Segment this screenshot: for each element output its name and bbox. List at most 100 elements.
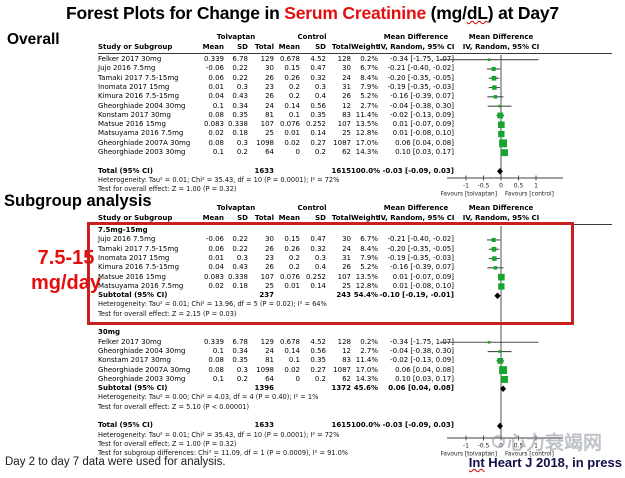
numeric-cell: 8.4% bbox=[360, 244, 378, 253]
numeric-cell: 0.08 bbox=[208, 110, 224, 119]
meta-text: Heterogeneity: Tau² = 0.01; Chi² = 13.96… bbox=[98, 300, 327, 309]
numeric-cell: 64 bbox=[265, 374, 274, 383]
dose-range-line2: mg/day bbox=[30, 272, 102, 294]
numeric-cell: 0.2 bbox=[236, 148, 248, 156]
study-name-cell: Matsuyama 2016 7.5mg bbox=[98, 281, 184, 290]
numeric-cell: 0.02 bbox=[284, 138, 300, 147]
meta-row: Test for overall effect: Z = 1.00 (P = 0… bbox=[98, 440, 236, 449]
table-row: Matsuyama 2016 7.5mg 0.02 0.18 25 0.01 0.14 25… bbox=[98, 129, 454, 138]
numeric-cell: 0.18 bbox=[232, 129, 248, 138]
numeric-cell: 5.2% bbox=[360, 92, 378, 101]
header-plot-mean-difference: Mean Difference bbox=[468, 33, 534, 41]
study-name-cell: Matsue 2016 15mg bbox=[98, 120, 166, 129]
numeric-cell: 0.02 bbox=[208, 129, 224, 138]
table-row: Matsue 2016 15mg 0.083 0.338 107 0.076 0.252 1… bbox=[98, 273, 454, 282]
numeric-cell: 31 bbox=[342, 253, 351, 262]
ci-cell: 0.06 [0.04, 0.08] bbox=[388, 384, 454, 393]
numeric-cell: 0.14 bbox=[310, 129, 326, 138]
meta-text: Test for overall effect: Z = 5.10 (P < 0… bbox=[98, 402, 250, 411]
numeric-cell: 25 bbox=[342, 281, 351, 290]
numeric-cell: 0.678 bbox=[279, 55, 300, 63]
numeric-cell: 83 bbox=[342, 110, 351, 119]
numeric-cell: 1633 bbox=[254, 421, 274, 430]
study-marker bbox=[492, 85, 497, 90]
study-name-cell: Konstam 2017 30mg bbox=[98, 356, 171, 365]
numeric-cell: 31 bbox=[342, 82, 351, 91]
numeric-cell: 26 bbox=[342, 263, 351, 272]
numeric-cell: 7.9% bbox=[360, 253, 378, 262]
favours-right-label: Favours [control] bbox=[505, 192, 554, 198]
study-name-cell: Gheorghiade 2007A 30mg bbox=[98, 365, 191, 374]
header-col-3: Mean bbox=[278, 42, 300, 51]
ci-cell: -0.20 [-0.35, -0.05] bbox=[387, 73, 454, 82]
table-row: Konstam 2017 30mg 0.08 0.35 81 0.1 0.35 83 11.4… bbox=[98, 356, 454, 365]
numeric-cell: 14.3% bbox=[355, 374, 378, 383]
numeric-cell: 62 bbox=[342, 148, 351, 156]
numeric-cell: 0.34 bbox=[232, 101, 248, 110]
study-name-cell: Matsue 2016 15mg bbox=[98, 272, 166, 281]
numeric-cell: 0.15 bbox=[284, 64, 300, 73]
header-mean-difference: Mean Difference bbox=[383, 204, 449, 212]
numeric-cell: 17.0% bbox=[355, 365, 378, 374]
study-marker bbox=[497, 357, 504, 364]
study-name-cell: Tamaki 2017 7.5-15mg bbox=[98, 73, 179, 82]
table-row: Kimura 2016 7.5-15mg 0.04 0.43 26 0.2 0.4 26 5.… bbox=[98, 263, 454, 272]
header-col-6: Weight bbox=[351, 42, 379, 51]
numeric-cell: 0.01 bbox=[284, 281, 300, 290]
numeric-cell: 237 bbox=[259, 291, 274, 300]
numeric-cell: 0.56 bbox=[310, 101, 326, 110]
numeric-cell: 0.22 bbox=[232, 73, 248, 82]
numeric-cell: 83 bbox=[342, 356, 351, 365]
numeric-cell: 24 bbox=[342, 244, 351, 253]
numeric-cell: 1372 bbox=[331, 384, 351, 393]
text-part: ) at Day7 bbox=[487, 3, 559, 23]
numeric-cell: 0.08 bbox=[208, 365, 224, 374]
ci-cell: 0.01 [-0.08, 0.10] bbox=[392, 281, 454, 290]
header-col-4: SD bbox=[315, 213, 326, 222]
numeric-cell: 0.3 bbox=[236, 253, 248, 262]
total-name-cell: Subtotal (95% CI) bbox=[98, 384, 168, 393]
numeric-cell: 0.34 bbox=[232, 346, 248, 355]
watermark-logo: 心力衰竭网 bbox=[492, 428, 602, 455]
study-name-cell: Gheorghiade 2007A 30mg bbox=[98, 138, 191, 147]
numeric-cell: 0.3 bbox=[236, 82, 248, 91]
numeric-cell: 64 bbox=[265, 148, 274, 156]
numeric-cell: 129 bbox=[260, 337, 274, 346]
header-mean-difference: Mean Difference bbox=[383, 33, 449, 41]
numeric-cell: 0.47 bbox=[310, 64, 326, 73]
numeric-cell: 0.32 bbox=[310, 73, 326, 82]
numeric-cell: 23 bbox=[265, 253, 274, 262]
numeric-cell: 0.14 bbox=[284, 346, 300, 355]
header-col-4: SD bbox=[315, 42, 326, 51]
ci-cell: -0.04 [-0.38, 0.30] bbox=[390, 101, 454, 110]
study-marker bbox=[491, 237, 496, 242]
header-plot-method: IV, Random, 95% CI bbox=[462, 213, 540, 222]
numeric-cell: 1615 bbox=[331, 421, 351, 430]
table-row: Gheorghiade 2007A 30mg 0.08 0.3 1098 0.02 0.2… bbox=[98, 366, 454, 375]
numeric-cell: 25 bbox=[265, 129, 274, 138]
text-part: (mg/ bbox=[426, 3, 467, 23]
numeric-cell: 13.5% bbox=[355, 120, 378, 129]
section-label-subgroup: Subgroup analysis bbox=[4, 192, 152, 210]
header-row: Study or Subgroup Mean SD Total Mean SD TotalW… bbox=[98, 43, 454, 52]
numeric-cell: 0.22 bbox=[232, 244, 248, 253]
study-marker bbox=[493, 95, 498, 99]
study-name-cell: Gheorghiade 2003 30mg bbox=[98, 374, 186, 383]
meta-row: Heterogeneity: Tau² = 0.01; Chi² = 13.96… bbox=[98, 300, 327, 309]
numeric-cell: 0.06 bbox=[208, 73, 224, 82]
numeric-cell: 0.47 bbox=[310, 235, 326, 244]
numeric-cell: 0.35 bbox=[310, 356, 326, 365]
table-row: Inomata 2017 15mg 0.01 0.3 23 0.2 0.3 31 7.9% -0… bbox=[98, 254, 454, 263]
numeric-cell: 11.4% bbox=[355, 110, 378, 119]
header-plot-method: IV, Random, 95% CI bbox=[462, 42, 540, 51]
meta-text: Heterogeneity: Tau² = 0.00; Chi² = 4.03,… bbox=[98, 393, 319, 402]
study-name-cell: Kimura 2016 7.5-15mg bbox=[98, 263, 180, 272]
summary-diamond bbox=[500, 385, 507, 393]
favours-right-label: Favours [control] bbox=[505, 452, 554, 458]
table-row: Gheorghiade 2007A 30mg 0.08 0.3 1098 0.02 0.2… bbox=[98, 139, 454, 148]
group-row: 30mg bbox=[98, 328, 120, 337]
numeric-cell: 128 bbox=[337, 55, 351, 63]
numeric-cell: 0.3 bbox=[314, 253, 326, 262]
numeric-cell: 0.2 bbox=[288, 253, 300, 262]
